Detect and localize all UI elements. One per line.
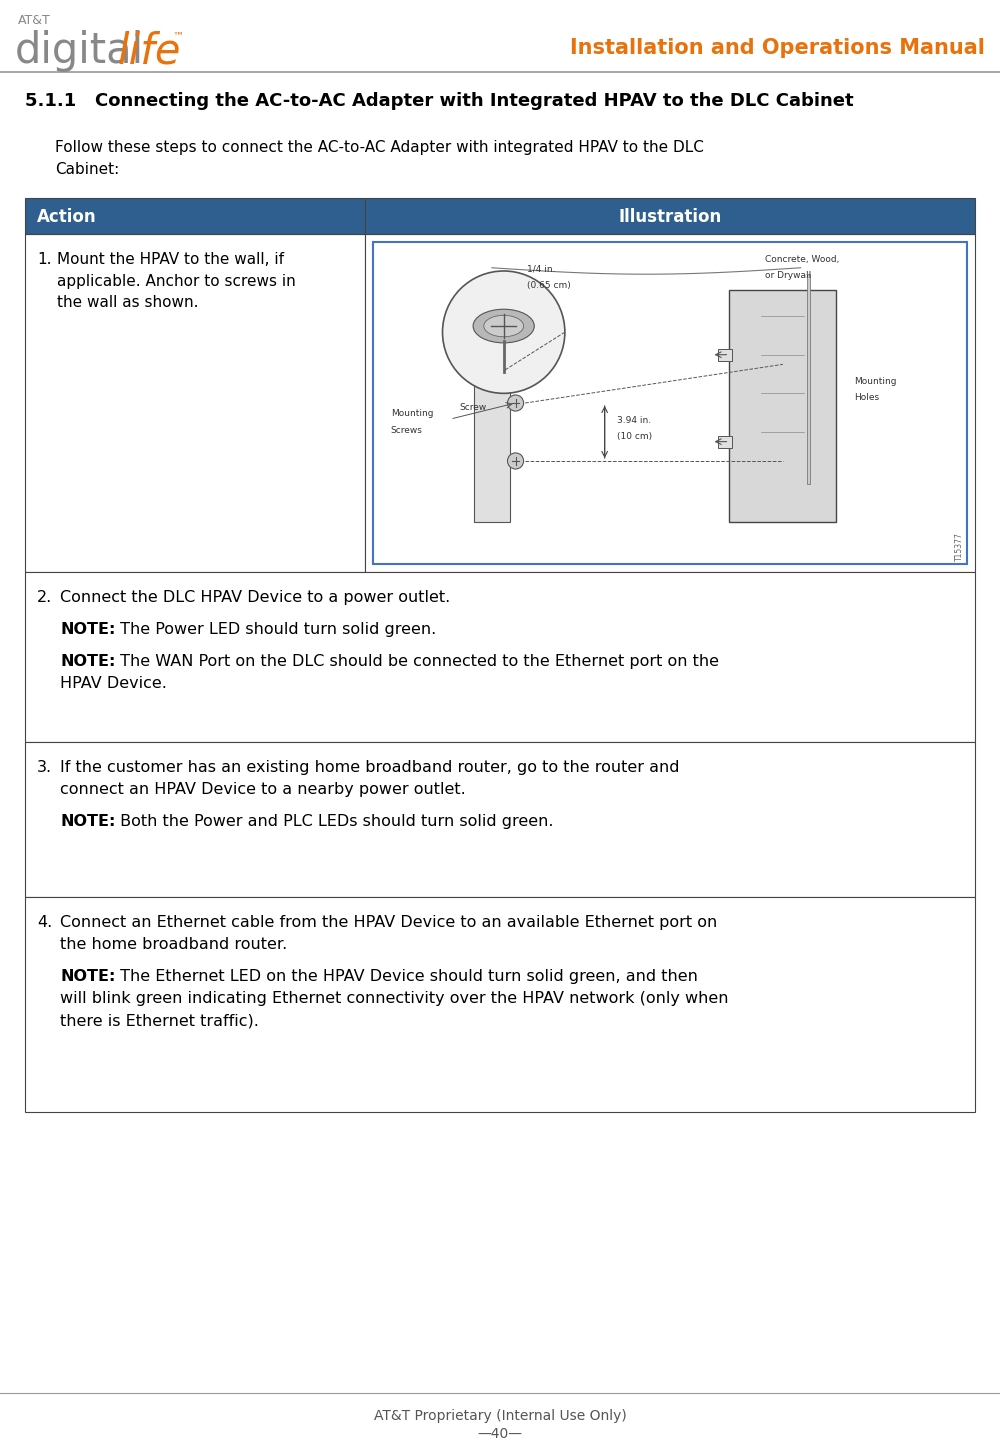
Text: Both the Power and PLC LEDs should turn solid green.: Both the Power and PLC LEDs should turn …	[115, 814, 554, 828]
Bar	[25, 198, 365, 234]
Bar	[474, 280, 510, 522]
Text: 1/4 in.: 1/4 in.	[527, 264, 556, 274]
Text: Connect the DLC HPAV Device to a power outlet.: Connect the DLC HPAV Device to a power o…	[60, 590, 450, 605]
Text: ™: ™	[172, 32, 183, 42]
Text: The Ethernet LED on the HPAV Device should turn solid green, and then: The Ethernet LED on the HPAV Device shou…	[115, 970, 698, 984]
Text: Action: Action	[37, 208, 97, 227]
Circle shape	[508, 453, 524, 469]
Text: Cabinet:: Cabinet:	[55, 162, 119, 177]
Text: 4.: 4.	[37, 915, 52, 929]
Text: 3.: 3.	[37, 760, 52, 775]
Text: life: life	[118, 30, 182, 72]
Text: 3.94 in.: 3.94 in.	[617, 416, 651, 424]
Text: Installation and Operations Manual: Installation and Operations Manual	[570, 38, 985, 58]
Text: The WAN Port on the DLC should be connected to the Ethernet port on the: The WAN Port on the DLC should be connec…	[115, 654, 719, 670]
Text: (10 cm): (10 cm)	[617, 431, 652, 442]
Text: 2.: 2.	[37, 590, 52, 605]
Text: AT&T Proprietary (Internal Use Only): AT&T Proprietary (Internal Use Only)	[374, 1408, 626, 1423]
Text: NOTE:: NOTE:	[60, 654, 115, 670]
Circle shape	[508, 395, 524, 411]
Text: Illustration: Illustration	[618, 208, 722, 227]
Text: or Drywall: or Drywall	[765, 271, 811, 280]
Text: Holes: Holes	[854, 394, 879, 403]
Text: the home broadband router.: the home broadband router.	[60, 937, 287, 952]
Text: —40—: —40—	[478, 1427, 522, 1442]
Text: will blink green indicating Ethernet connectivity over the HPAV network (only wh: will blink green indicating Ethernet con…	[60, 991, 728, 1006]
Text: Screw: Screw	[459, 403, 487, 413]
Text: AT&T: AT&T	[18, 14, 51, 27]
Text: T15377: T15377	[955, 532, 964, 561]
Text: Mounting: Mounting	[854, 377, 897, 387]
Text: If the customer has an existing home broadband router, go to the router and: If the customer has an existing home bro…	[60, 760, 680, 775]
Bar	[25, 234, 365, 571]
Text: NOTE:: NOTE:	[60, 814, 115, 828]
Circle shape	[442, 271, 565, 394]
Text: Screws: Screws	[391, 426, 423, 434]
Bar	[718, 349, 732, 361]
Bar	[373, 242, 967, 564]
Text: (0.65 cm): (0.65 cm)	[527, 280, 571, 290]
Text: 1.: 1.	[37, 253, 52, 267]
Text: Connect an Ethernet cable from the HPAV Device to an available Ethernet port on: Connect an Ethernet cable from the HPAV …	[60, 915, 717, 929]
Bar	[25, 742, 975, 898]
Ellipse shape	[473, 309, 534, 343]
Text: The Power LED should turn solid green.: The Power LED should turn solid green.	[115, 622, 436, 636]
Text: Mounting: Mounting	[391, 410, 433, 418]
Bar	[365, 198, 975, 234]
Text: digital: digital	[15, 30, 144, 72]
Text: Concrete, Wood,: Concrete, Wood,	[765, 255, 839, 264]
Text: Mount the HPAV to the wall, if
applicable. Anchor to screws in
the wall as shown: Mount the HPAV to the wall, if applicabl…	[57, 253, 296, 310]
Ellipse shape	[484, 316, 524, 336]
Text: there is Ethernet traffic).: there is Ethernet traffic).	[60, 1013, 259, 1027]
Bar	[807, 274, 810, 483]
Text: NOTE:: NOTE:	[60, 970, 115, 984]
Text: HPAV Device.: HPAV Device.	[60, 675, 167, 691]
Text: NOTE:: NOTE:	[60, 622, 115, 636]
Text: connect an HPAV Device to a nearby power outlet.: connect an HPAV Device to a nearby power…	[60, 782, 466, 797]
Text: Follow these steps to connect the AC-to-AC Adapter with integrated HPAV to the D: Follow these steps to connect the AC-to-…	[55, 140, 704, 154]
Bar	[25, 898, 975, 1113]
Bar	[365, 234, 975, 571]
Bar	[718, 436, 732, 447]
Bar	[729, 290, 836, 522]
Bar	[25, 571, 975, 742]
Text: 5.1.1   Connecting the AC-to-AC Adapter with Integrated HPAV to the DLC Cabinet: 5.1.1 Connecting the AC-to-AC Adapter wi…	[25, 92, 854, 110]
